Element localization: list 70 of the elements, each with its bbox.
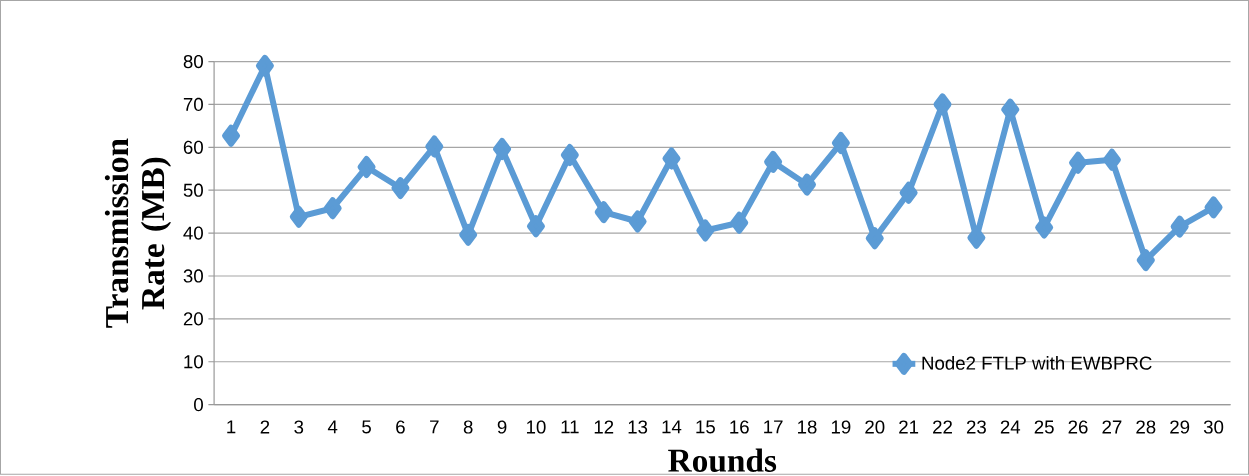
x-tick-label: 14 [662, 420, 682, 434]
point [831, 131, 850, 154]
x-tick-label: 9 [497, 420, 507, 434]
x-tick-label: 20 [865, 420, 885, 434]
point [628, 210, 647, 233]
point [323, 197, 342, 219]
point [594, 200, 613, 223]
x-tick-label: 7 [430, 420, 439, 434]
x-tick-label: 23 [966, 420, 986, 434]
x-tick-label: 26 [1068, 420, 1088, 434]
point [357, 155, 376, 178]
point [493, 137, 512, 160]
x-tick-label: 11 [561, 420, 579, 434]
y-tick-label: 60 [183, 140, 203, 154]
x-tick-label: 10 [526, 420, 546, 434]
y-tick-label: 70 [183, 97, 203, 111]
point [797, 173, 816, 196]
y-tick-label: 40 [183, 226, 203, 240]
x-tick-label: 6 [396, 420, 405, 434]
x-tick-label: 3 [294, 420, 304, 434]
point [1102, 148, 1121, 171]
x-tick-label: 2 [260, 420, 270, 434]
x-tick-label: 29 [1170, 420, 1190, 434]
point [1136, 248, 1155, 271]
point [255, 54, 274, 77]
point [222, 124, 241, 147]
x-tick-label: 25 [1034, 420, 1054, 434]
point [425, 135, 444, 158]
x-tick-label: 30 [1203, 420, 1224, 434]
point [730, 211, 749, 234]
x-tick-label: 22 [933, 420, 952, 434]
y-tick-label: 20 [183, 312, 203, 326]
x-axis-title: Rounds [668, 448, 777, 472]
point [865, 227, 884, 250]
y-tick-label: 0 [194, 397, 203, 412]
y-axis-title: Transmission Rate (MB) [104, 138, 172, 328]
point [933, 93, 952, 116]
y-tick-label: 10 [184, 354, 203, 369]
point [1170, 215, 1189, 238]
y-tick-label: 50 [183, 183, 203, 197]
x-tick-label: 5 [362, 420, 371, 434]
point [764, 150, 783, 173]
x-tick-label: 16 [730, 420, 749, 434]
x-tick-label: 28 [1136, 420, 1156, 434]
x-tick-label: 12 [594, 420, 614, 434]
point [1035, 216, 1054, 239]
x-tick-label: 13 [628, 420, 648, 434]
point [662, 147, 681, 170]
point [526, 215, 545, 238]
point [899, 181, 918, 204]
x-tick-label: 21 [899, 420, 919, 434]
point [696, 219, 715, 242]
point [459, 223, 478, 246]
point [1069, 151, 1088, 174]
x-tick-label: 19 [831, 420, 851, 434]
point [391, 176, 410, 199]
legend-label: Node2 FTLP with EWBPRC [922, 355, 1152, 370]
x-tick-label: 1 [227, 420, 236, 434]
x-tick-label: 18 [798, 420, 817, 434]
point [1204, 196, 1223, 219]
x-tick-label: 27 [1102, 420, 1122, 434]
point [560, 143, 579, 166]
x-tick-label: 24 [1000, 420, 1021, 434]
x-tick-label: 17 [764, 420, 783, 434]
point [289, 205, 308, 228]
y-tick-label: 30 [183, 269, 203, 283]
x-tick-label: 4 [327, 420, 338, 434]
x-tick-label: 15 [696, 420, 715, 434]
x-tick-label: 8 [463, 420, 473, 434]
y-tick-label: 80 [183, 54, 203, 68]
